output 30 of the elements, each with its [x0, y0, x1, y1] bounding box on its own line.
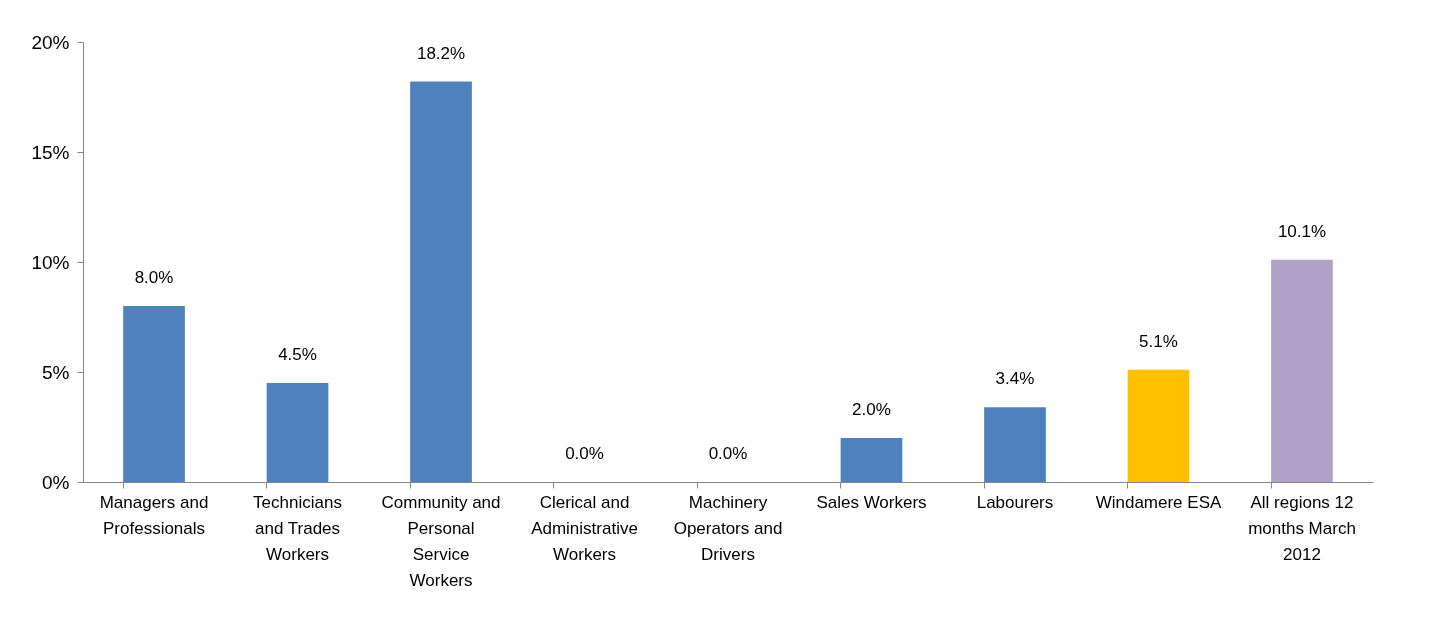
x-tick-label: Windamere ESA	[1095, 492, 1222, 512]
x-tick-label: Machinery Operators and Drivers	[673, 492, 783, 564]
bar	[1127, 369, 1190, 482]
x-tick-label: Community and Personal Service Workers	[381, 492, 501, 590]
bar	[1271, 259, 1333, 482]
bar	[410, 81, 472, 482]
data-label: 0.0%	[708, 444, 748, 463]
bar	[123, 306, 185, 482]
data-label: 0.0%	[565, 444, 604, 463]
x-tick-label: Managers and Professionals	[99, 492, 209, 538]
bar	[840, 438, 903, 482]
data-label: 10.1%	[1277, 221, 1327, 241]
x-tick-label: Clerical and Administrative Workers	[531, 492, 638, 564]
x-tick-label: Technicians and Trades Workers	[253, 492, 342, 564]
data-label: 4.5%	[278, 345, 317, 364]
y-tick-label: 10%	[31, 251, 70, 273]
y-tick-label: 5%	[42, 361, 70, 383]
bar	[984, 407, 1046, 482]
data-label: 2.0%	[852, 400, 891, 419]
data-label: 8.0%	[134, 268, 174, 287]
y-tick-label: 20%	[31, 31, 70, 53]
x-tick-label: All regions 12 months March 2012	[1248, 492, 1356, 564]
data-label: 3.4%	[995, 369, 1035, 389]
data-label: 5.1%	[1139, 331, 1178, 351]
bar	[266, 383, 329, 482]
y-tick-label: 15%	[31, 141, 70, 163]
data-label: 18.2%	[416, 43, 466, 63]
y-tick-label: 0%	[42, 471, 70, 493]
x-tick-label: Sales Workers	[816, 492, 927, 512]
x-tick-label: Labourers	[976, 492, 1054, 512]
